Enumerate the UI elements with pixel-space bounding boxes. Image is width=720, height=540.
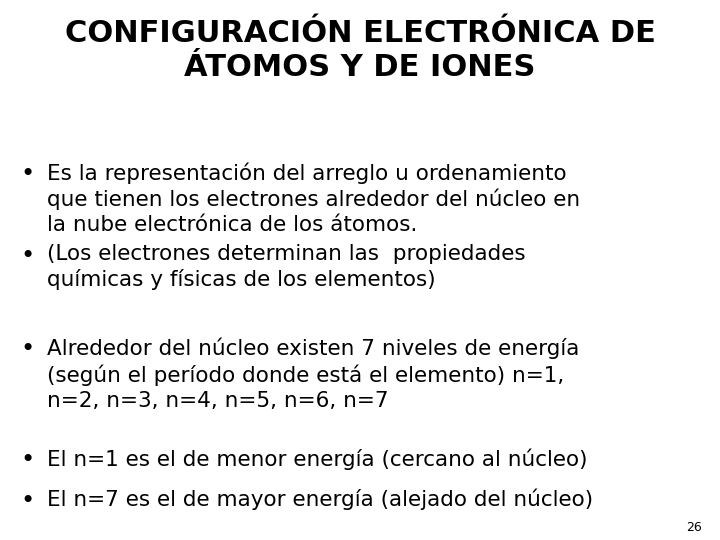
Text: •: • — [20, 489, 35, 512]
Text: •: • — [20, 162, 35, 186]
Text: 26: 26 — [686, 521, 702, 534]
Text: •: • — [20, 244, 35, 268]
Text: Alrededor del núcleo existen 7 niveles de energía
(según el período donde está e: Alrededor del núcleo existen 7 niveles d… — [47, 338, 579, 410]
Text: •: • — [20, 448, 35, 472]
Text: El n=7 es el de mayor energía (alejado del núcleo): El n=7 es el de mayor energía (alejado d… — [47, 489, 593, 510]
Text: (Los electrones determinan las  propiedades
químicas y físicas de los elementos): (Los electrones determinan las propiedad… — [47, 244, 526, 290]
Text: •: • — [20, 338, 35, 361]
Text: CONFIGURACIÓN ELECTRÓNICA DE
ÁTOMOS Y DE IONES: CONFIGURACIÓN ELECTRÓNICA DE ÁTOMOS Y DE… — [65, 19, 655, 82]
Text: El n=1 es el de menor energía (cercano al núcleo): El n=1 es el de menor energía (cercano a… — [47, 448, 588, 470]
Text: Es la representación del arreglo u ordenamiento
que tienen los electrones alrede: Es la representación del arreglo u orden… — [47, 162, 580, 235]
